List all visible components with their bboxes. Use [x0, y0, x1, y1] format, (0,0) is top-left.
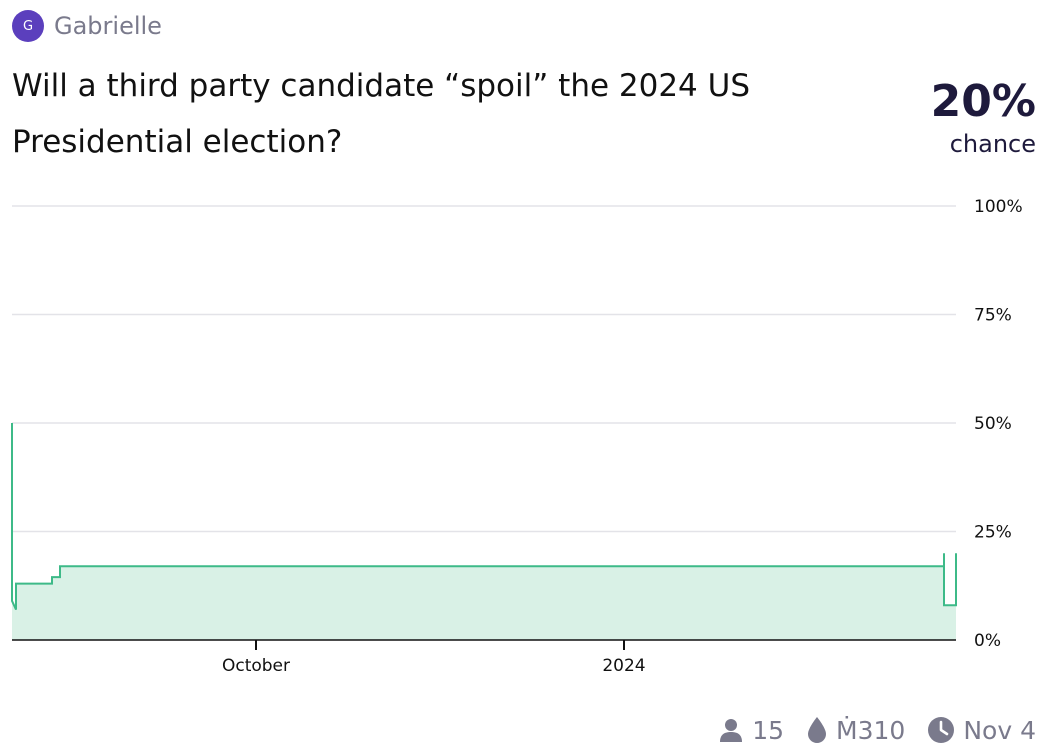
user-icon — [720, 719, 743, 742]
volume-amount: Ṁ310 — [836, 715, 906, 745]
traders-stat: 15 — [718, 716, 784, 745]
market-question[interactable]: Will a third party candidate “spoil” the… — [12, 68, 751, 160]
probability-value: 20% — [930, 76, 1036, 127]
x-tick-label: 2024 — [602, 656, 645, 676]
y-tick-label: 50% — [974, 414, 1012, 434]
probability-line — [11, 423, 957, 611]
y-tick-label: 75% — [974, 306, 1012, 326]
probability-area — [12, 423, 956, 640]
clock-icon — [928, 717, 955, 743]
creator-link[interactable]: G Gabrielle — [12, 10, 162, 42]
x-tick-label: October — [222, 656, 290, 676]
y-tick-label: 100% — [974, 197, 1023, 217]
chart-area-layer — [11, 423, 957, 640]
close-date: Nov 4 — [963, 715, 1036, 745]
chart-gridlines — [12, 205, 956, 533]
chart-axis: 100% 75% 50% 25% 0% October 2024 — [12, 197, 1023, 676]
probability-label: chance — [949, 130, 1036, 158]
y-tick-label: 0% — [974, 631, 1001, 651]
creator-name: Gabrielle — [54, 12, 162, 40]
traders-count: 15 — [752, 715, 785, 745]
creator-avatar: G — [12, 10, 44, 42]
probability-display: 20% chance — [876, 76, 1036, 160]
y-tick-label: 25% — [974, 523, 1012, 543]
probability-chart[interactable]: 100% 75% 50% 25% 0% October 2024 — [0, 180, 1048, 700]
volume-stat: Ṁ310 — [806, 716, 905, 745]
market-stats: 15 Ṁ310 Nov 4 — [718, 712, 1036, 748]
close-date-stat[interactable]: Nov 4 — [927, 716, 1036, 745]
droplet-icon — [808, 717, 827, 743]
